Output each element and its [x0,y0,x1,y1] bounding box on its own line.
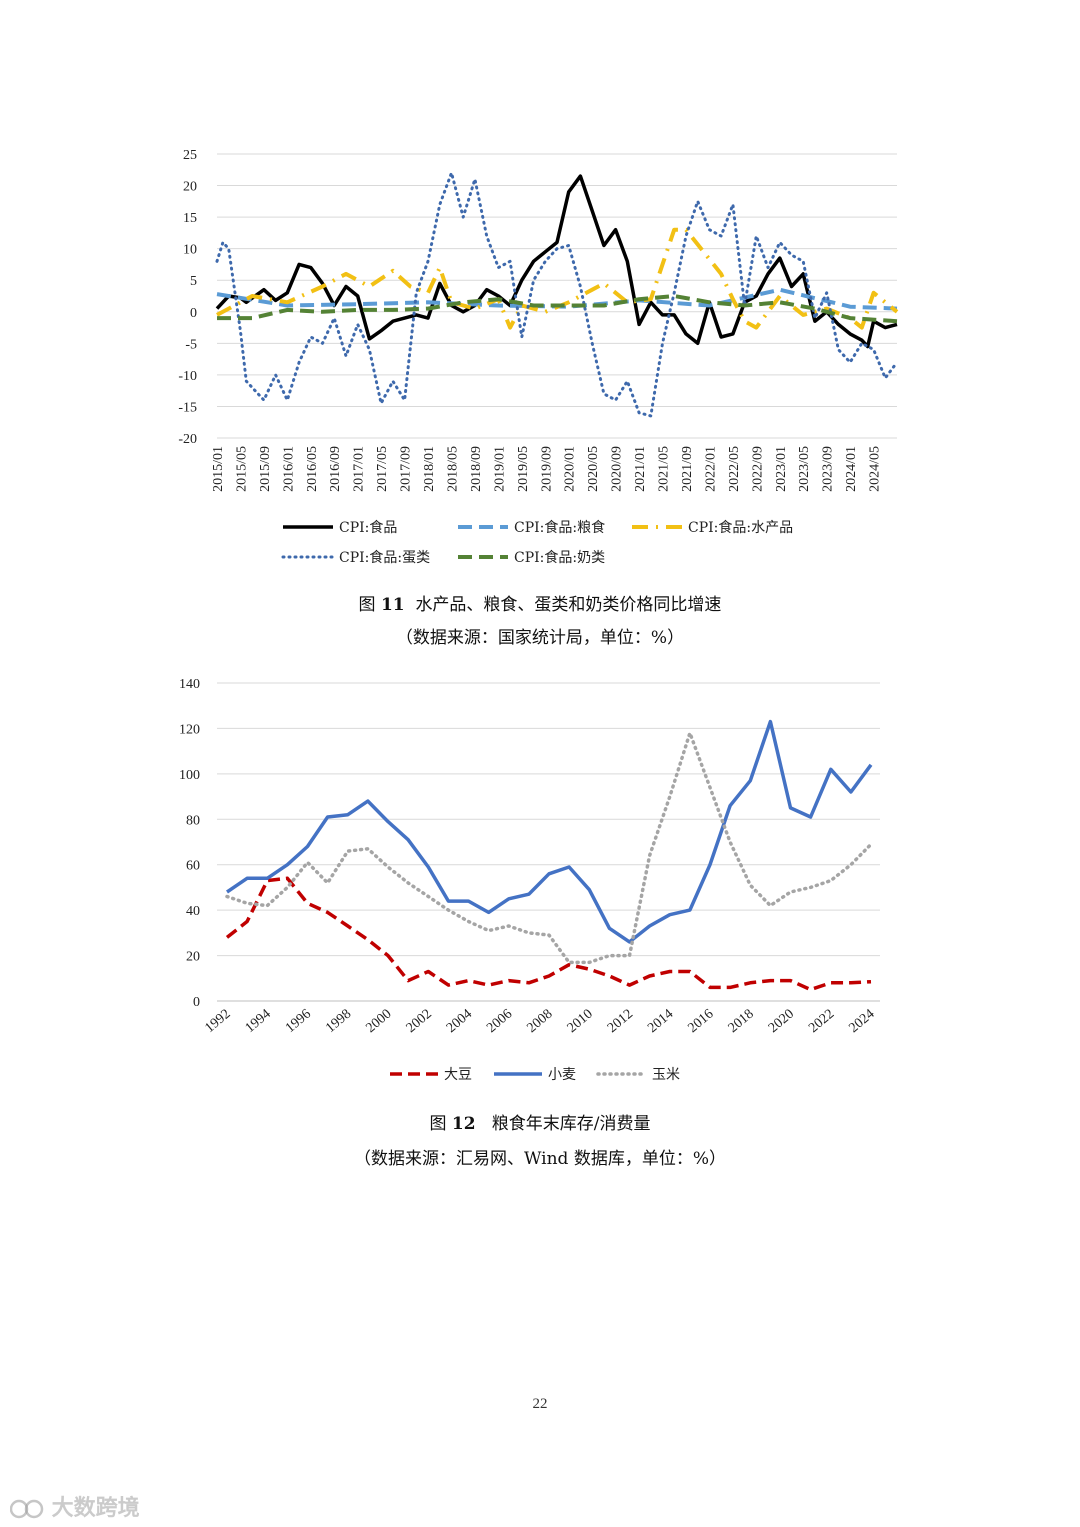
x-tick-label: 2019/05 [516,446,531,492]
watermark-text: 大数跨境 [51,1496,140,1521]
x-tick-label: 2017/09 [399,446,414,492]
figure-12-source: （数据来源：汇易网、Wind 数据库，单位：%） [354,1149,726,1169]
x-tick-label: 2022 [806,1007,837,1036]
watermark: 大数跨境 [10,1490,140,1522]
legend-label-0: CPI:食品 [339,519,397,536]
x-tick-label: 2000 [363,1007,394,1036]
x-tick-label: 1998 [323,1007,354,1036]
x-tick-label: 2019/01 [492,446,507,492]
y-tick-label: 0 [190,306,197,321]
figure-11-source: （数据来源：国家统计局，单位：%） [395,628,685,648]
y-tick-label: -20 [178,432,197,447]
x-tick-label: 2008 [524,1007,555,1036]
x-tick-label: 2006 [484,1007,515,1036]
x-tick-label: 2014 [645,1007,676,1036]
x-tick-label: 1992 [202,1007,233,1036]
y-tick-label: 0 [193,995,200,1010]
x-tick-label: 2021/09 [680,446,695,492]
x-tick-label: 2024 [846,1007,877,1036]
x-tick-label: 1996 [283,1007,314,1036]
x-tick-label: 2017/05 [375,446,390,492]
x-tick-label: 2023/09 [821,446,836,492]
x-tick-label: 2018/05 [445,446,460,492]
watermark-logo-icon [10,1499,44,1519]
chart-cpi-food: -20 -15 -10 -5 0 5 10 15 20 25 2015/01 2015/05 2015/… [178,148,899,566]
x-tick-label: 2018 [726,1007,757,1036]
legend-label-1: CPI:食品:粮食 [514,519,605,536]
x-tick-label: 2023/05 [797,446,812,492]
y-tick-label: 10 [183,243,197,258]
x-tick-label: 2022/09 [750,446,765,492]
y-tick-label: 140 [179,677,200,692]
y-tick-label: 120 [179,722,200,737]
legend-label-2: CPI:食品:水产品 [688,519,793,536]
chart-grain-stock: 0 20 40 60 80 100 120 140 1992 1994 1996 1998 2000 20… [179,677,880,1083]
y-tick-label: 5 [190,274,197,289]
figure-12-title: 图 12 粮食年末库存/消费量 [429,1114,651,1134]
x-tick-label: 2010 [565,1007,596,1036]
y-tick-label: 15 [183,211,197,226]
legend-label-3: CPI:食品:蛋类 [339,549,430,566]
y-tick-label: -10 [178,369,197,384]
y-tick-label: -15 [178,400,197,415]
x-tick-label: 2023/01 [774,446,789,492]
x-tick-label: 2017/01 [352,446,367,492]
x-tick-label: 2020/05 [586,446,601,492]
series-line-4 [217,294,898,324]
x-tick-label: 2002 [404,1007,435,1036]
x-tick-label: 2021/01 [633,446,648,492]
y-tick-label: 80 [186,813,200,828]
x-tick-label: 2020 [766,1007,797,1036]
series-line-3 [215,171,899,418]
x-tick-label: 2015/09 [258,446,273,492]
y-tick-label: 40 [186,904,200,919]
series-line-2 [216,227,899,330]
y-tick-label: 20 [186,950,200,965]
series-line-0 [215,174,898,349]
legend-label-4: CPI:食品:奶类 [514,549,605,566]
x-tick-label: 2012 [605,1007,636,1036]
legend-label-0: 大豆 [444,1067,472,1083]
x-tick-label: 2024/01 [844,446,859,492]
x-tick-label: 2016/05 [305,446,320,492]
x-tick-label: 2022/05 [727,446,742,492]
x-tick-label: 2021/05 [657,446,672,492]
x-tick-label: 2016/09 [328,446,343,492]
series-line-2 [225,731,873,965]
legend-label-2: 玉米 [652,1067,680,1083]
x-tick-label: 2015/01 [211,446,226,492]
x-tick-label: 2018/01 [422,446,437,492]
y-tick-label: 100 [179,768,200,783]
x-tick-label: 2020/09 [610,446,625,492]
x-tick-label: 2004 [444,1007,475,1036]
x-tick-label: 2016/01 [281,446,296,492]
page-number: 22 [532,1396,548,1412]
y-tick-label: 60 [186,859,200,874]
figure-11-title: 图 11 水产品、粮食、蛋类和奶类价格同比增速 [358,595,722,615]
series-line-1 [216,287,898,311]
x-tick-label: 1994 [243,1007,274,1036]
series-line-0 [225,876,872,992]
y-tick-label: 25 [183,148,197,163]
y-tick-label: 20 [183,180,197,195]
x-tick-label: 2022/01 [703,446,718,492]
x-tick-label: 2020/01 [563,446,578,492]
series-line-1 [226,719,873,944]
x-tick-label: 2019/09 [539,446,554,492]
x-tick-label: 2018/09 [469,446,484,492]
legend-label-1: 小麦 [548,1067,576,1083]
y-tick-label: -5 [185,337,197,352]
x-tick-label: 2016 [685,1007,716,1036]
x-tick-label: 2024/05 [868,446,883,492]
x-tick-label: 2015/05 [234,446,249,492]
